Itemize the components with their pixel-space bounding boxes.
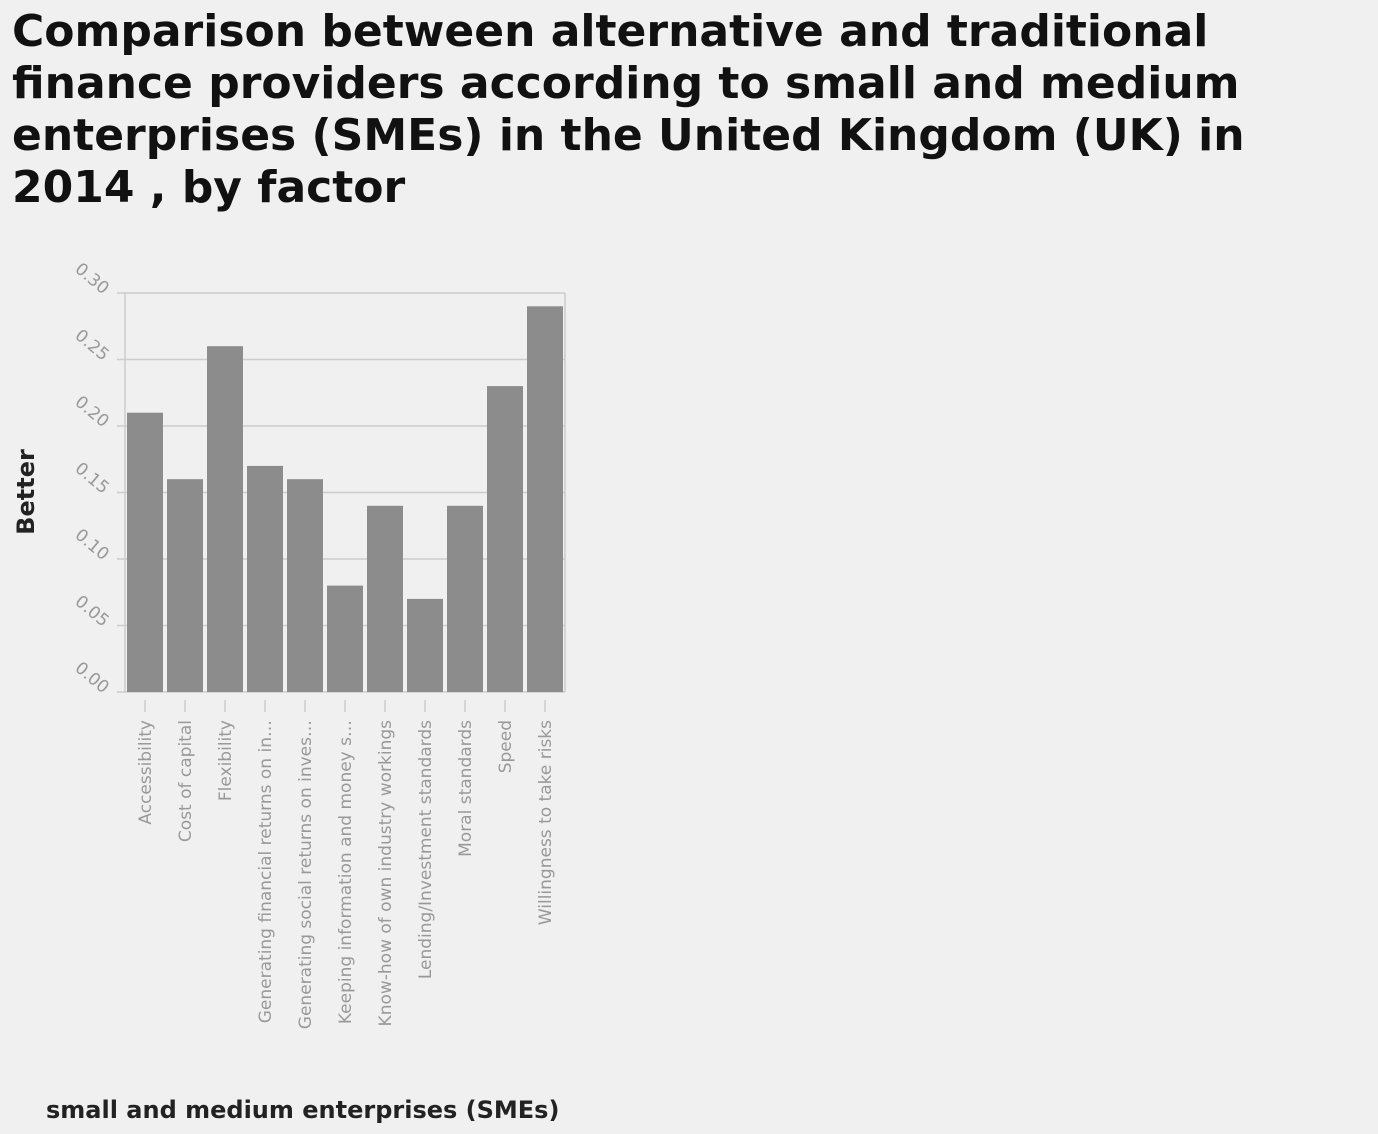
- x-tick-label: Keeping information and money s…: [336, 720, 356, 1024]
- x-axis-ticks: Accessibility Cost of capital Flexibility G…: [136, 700, 556, 1029]
- bar[interactable]: [327, 585, 363, 692]
- x-tick-label: Accessibility: [136, 720, 156, 825]
- x-tick-label: Speed: [496, 720, 516, 773]
- x-axis-title: small and medium enterprises (SMEs): [46, 1096, 559, 1124]
- bar[interactable]: [367, 505, 403, 692]
- bar[interactable]: [127, 412, 163, 692]
- x-tick-label: Know-how of own industry workings: [376, 720, 396, 1027]
- bar[interactable]: [447, 505, 483, 692]
- y-tick-label: 0.15: [71, 459, 113, 499]
- x-tick-label: Lending/Investment standards: [416, 720, 436, 979]
- y-tick-label: 0.30: [71, 259, 113, 299]
- bar[interactable]: [487, 386, 523, 692]
- bar[interactable]: [247, 465, 283, 692]
- bars: [127, 306, 563, 692]
- bar[interactable]: [167, 479, 203, 692]
- x-tick-label: Moral standards: [456, 720, 476, 857]
- bar[interactable]: [287, 479, 323, 692]
- x-tick-label: Cost of capital: [176, 720, 196, 842]
- chart-title: Comparison between alternative and tradi…: [12, 6, 1245, 213]
- bar[interactable]: [527, 306, 563, 692]
- y-axis-ticks: 0.00 0.05 0.10 0.15 0.20 0.25 0.30: [71, 259, 125, 698]
- x-tick-label: Willingness to take risks: [536, 720, 556, 925]
- x-tick-label: Flexibility: [216, 720, 236, 801]
- y-tick-label: 0.25: [71, 326, 113, 366]
- x-tick-label: Generating social returns on inves…: [296, 720, 316, 1029]
- y-tick-label: 0.20: [71, 392, 113, 432]
- y-tick-label: 0.05: [71, 592, 113, 632]
- y-axis-title: Better: [12, 449, 40, 535]
- x-tick-label: Generating financial returns on in…: [256, 720, 276, 1023]
- y-tick-label: 0.00: [71, 658, 113, 698]
- y-tick-label: 0.10: [71, 525, 113, 565]
- bar[interactable]: [207, 346, 243, 692]
- bar[interactable]: [407, 598, 443, 692]
